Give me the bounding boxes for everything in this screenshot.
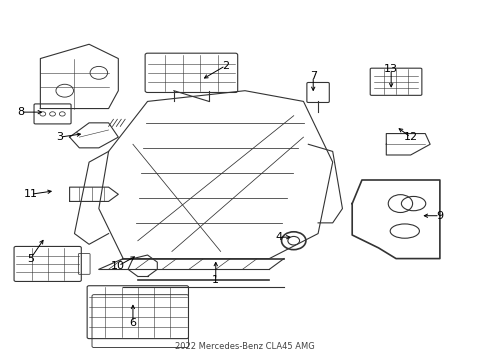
Text: 1: 1 bbox=[212, 275, 219, 285]
Text: 5: 5 bbox=[27, 253, 34, 264]
Text: 4: 4 bbox=[275, 232, 283, 242]
Text: 13: 13 bbox=[384, 64, 398, 74]
Text: 7: 7 bbox=[310, 71, 317, 81]
Text: 3: 3 bbox=[56, 132, 63, 142]
Text: 9: 9 bbox=[436, 211, 443, 221]
Text: 2022 Mercedes-Benz CLA45 AMG: 2022 Mercedes-Benz CLA45 AMG bbox=[175, 342, 315, 351]
Text: 2: 2 bbox=[222, 61, 229, 71]
Text: 11: 11 bbox=[24, 189, 38, 199]
Text: 10: 10 bbox=[111, 261, 125, 271]
Text: 8: 8 bbox=[17, 107, 24, 117]
Text: 6: 6 bbox=[129, 318, 136, 328]
Text: 12: 12 bbox=[404, 132, 417, 142]
